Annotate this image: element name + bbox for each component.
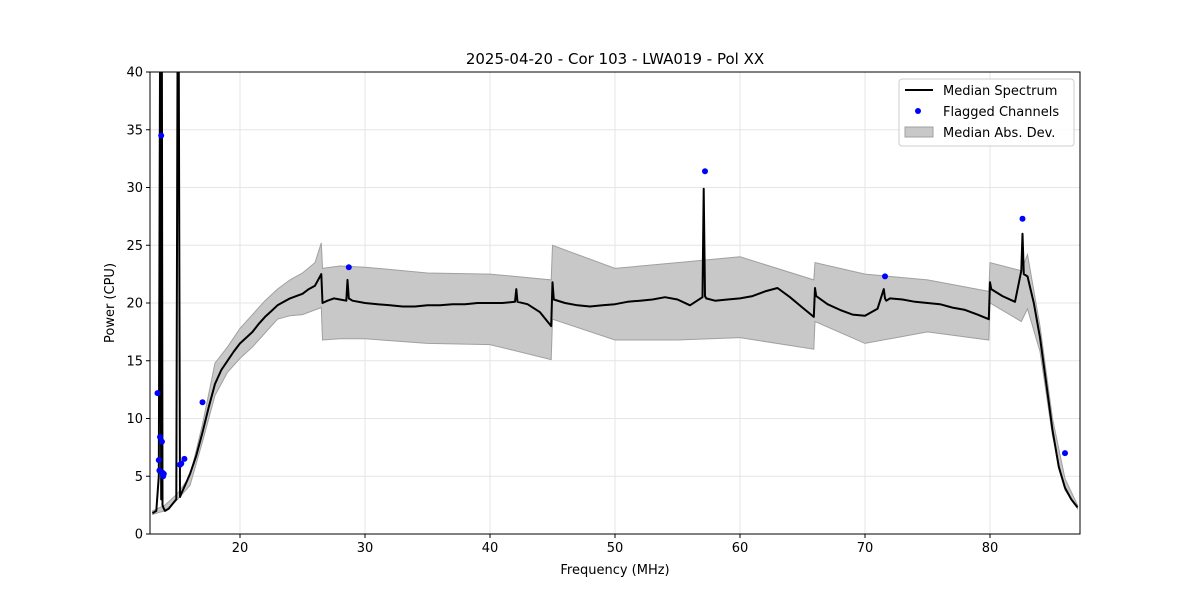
y-axis-label: Power (CPU) xyxy=(103,263,118,343)
y-axis-ticks: 0 5 10 15 20 25 30 35 40 xyxy=(126,66,150,543)
y-tick-label: 15 xyxy=(126,354,143,369)
median-spectrum-layer xyxy=(151,72,1079,515)
flagged-channel-point xyxy=(345,264,352,271)
flagged-channel-point xyxy=(178,460,185,467)
legend-mad-swatch xyxy=(904,126,934,138)
flagged-channel-point xyxy=(1062,450,1068,457)
flagged-channel-point xyxy=(160,470,167,477)
flagged-channel-point xyxy=(155,457,162,464)
flagged-channel-point xyxy=(157,434,163,440)
flagged-channel-point xyxy=(158,132,165,139)
x-tick-label: 30 xyxy=(357,541,374,556)
x-tick-label: 50 xyxy=(607,541,624,556)
flagged-channel-point xyxy=(199,399,206,406)
x-tick-label: 20 xyxy=(232,541,249,556)
legend-box xyxy=(898,78,1075,147)
x-tick-label: 70 xyxy=(857,541,874,556)
x-tick-label: 60 xyxy=(732,541,749,556)
flagged-channel-point xyxy=(154,390,161,397)
median-spectrum-line xyxy=(151,72,1079,515)
mad-band xyxy=(152,242,1078,516)
flagged-channel-point xyxy=(882,273,888,280)
x-tick-label: 40 xyxy=(482,541,499,556)
flagged-channel-point xyxy=(158,438,165,445)
flagged-channel-point xyxy=(1019,215,1026,222)
y-tick-label: 35 xyxy=(126,123,143,138)
x-axis-label: Frequency (MHz) xyxy=(560,563,669,578)
legend-mad-label: Median Abs. Dev. xyxy=(943,126,1055,141)
x-tick-label: 80 xyxy=(982,541,999,556)
y-tick-label: 25 xyxy=(126,239,143,254)
x-axis-ticks: 20 30 40 50 60 70 80 xyxy=(232,534,999,556)
y-tick-label: 30 xyxy=(126,181,143,196)
legend-median-label: Median Spectrum xyxy=(943,84,1057,99)
legend-flagged-label: Flagged Channels xyxy=(943,105,1059,120)
flagged-channel-point xyxy=(702,168,708,175)
flagged-channel-point xyxy=(181,455,188,462)
legend-flagged-swatch xyxy=(915,108,921,114)
flagged-channels-layer xyxy=(154,132,1068,480)
legend: Median Spectrum Flagged Channels Median … xyxy=(898,78,1075,147)
y-tick-label: 5 xyxy=(135,470,143,485)
y-tick-label: 0 xyxy=(135,528,143,543)
chart-title: 2025-04-20 - Cor 103 - LWA019 - Pol XX xyxy=(466,50,764,68)
y-tick-label: 20 xyxy=(126,297,143,312)
y-tick-label: 40 xyxy=(126,66,143,81)
mad-band-layer xyxy=(152,242,1078,516)
y-tick-label: 10 xyxy=(126,412,143,427)
